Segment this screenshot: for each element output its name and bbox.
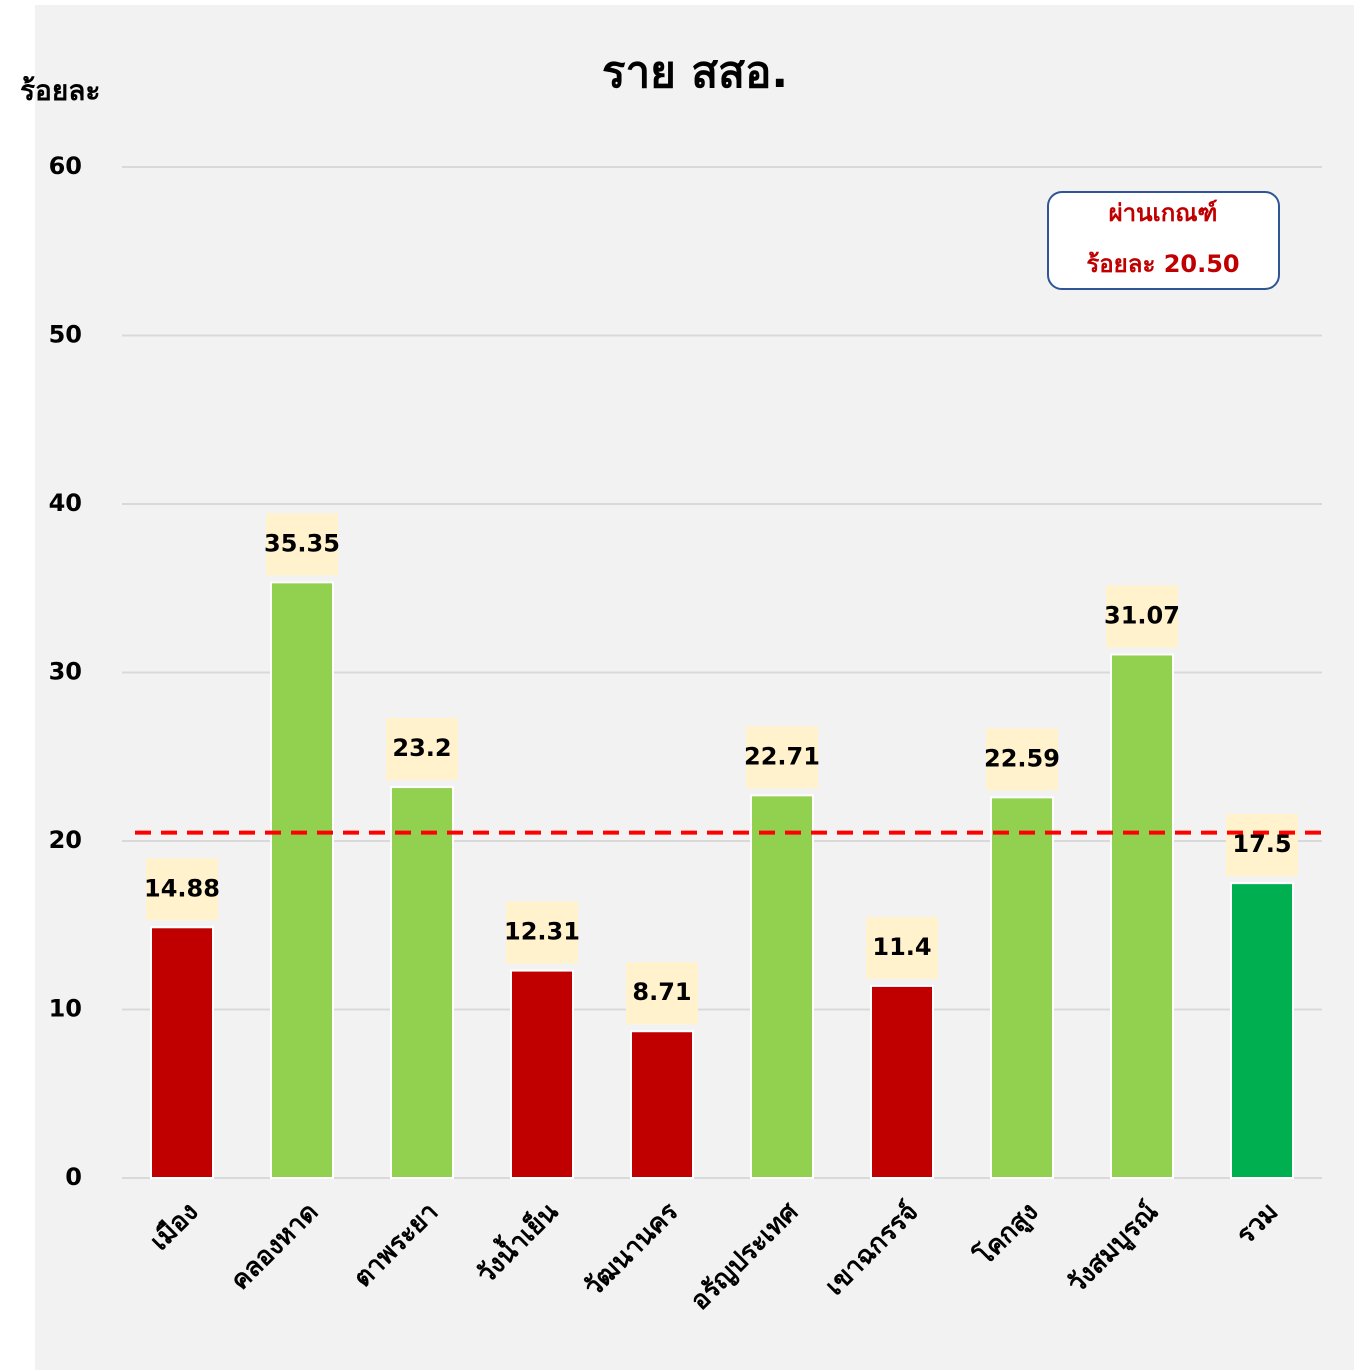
- y-tick-label: 60: [49, 152, 82, 180]
- value-label: 14.88: [144, 874, 220, 902]
- annotation-text: ร้อยละ 20.50: [1086, 250, 1239, 278]
- value-label: 12.31: [504, 918, 580, 946]
- bar: [630, 1030, 694, 1179]
- value-label: 22.71: [744, 742, 820, 770]
- value-label: 35.35: [264, 529, 340, 557]
- y-tick-label: 20: [49, 826, 82, 854]
- bar: [390, 786, 454, 1180]
- value-label: 11.4: [872, 933, 931, 961]
- bar: [1110, 653, 1174, 1179]
- value-label-box: [746, 726, 818, 789]
- y-axis-label: ร้อยละ: [20, 74, 100, 107]
- y-tick-label: 40: [49, 489, 82, 517]
- y-tick-label: 30: [49, 658, 82, 686]
- bar: [1230, 882, 1294, 1179]
- y-tick-label: 0: [65, 1163, 82, 1191]
- value-label-box: [146, 858, 218, 921]
- value-label: 23.2: [392, 734, 451, 762]
- annotation-text: ผ่านเกณฑ์: [1109, 199, 1218, 227]
- bar: [270, 581, 334, 1179]
- value-label-box: [626, 962, 698, 1025]
- annotation-box: [1047, 191, 1280, 290]
- bar: [990, 796, 1054, 1180]
- value-label-box: [1106, 585, 1178, 648]
- y-tick-label: 50: [49, 321, 82, 349]
- value-label-box: [386, 718, 458, 781]
- chart-title: ราย สสอ.: [602, 47, 788, 98]
- value-label-box: [1226, 814, 1298, 877]
- value-label-box: [506, 901, 578, 964]
- y-tick-label: 10: [49, 995, 82, 1023]
- bar: [510, 969, 574, 1179]
- value-label: 17.5: [1232, 830, 1291, 858]
- bar: [750, 794, 814, 1179]
- value-label: 8.71: [632, 978, 691, 1006]
- value-label: 31.07: [1104, 601, 1180, 629]
- value-label: 22.59: [984, 744, 1060, 772]
- bar: [150, 926, 214, 1179]
- value-label-box: [986, 728, 1058, 791]
- value-label-box: [866, 916, 938, 979]
- value-label-box: [266, 513, 338, 576]
- bar: [870, 984, 934, 1179]
